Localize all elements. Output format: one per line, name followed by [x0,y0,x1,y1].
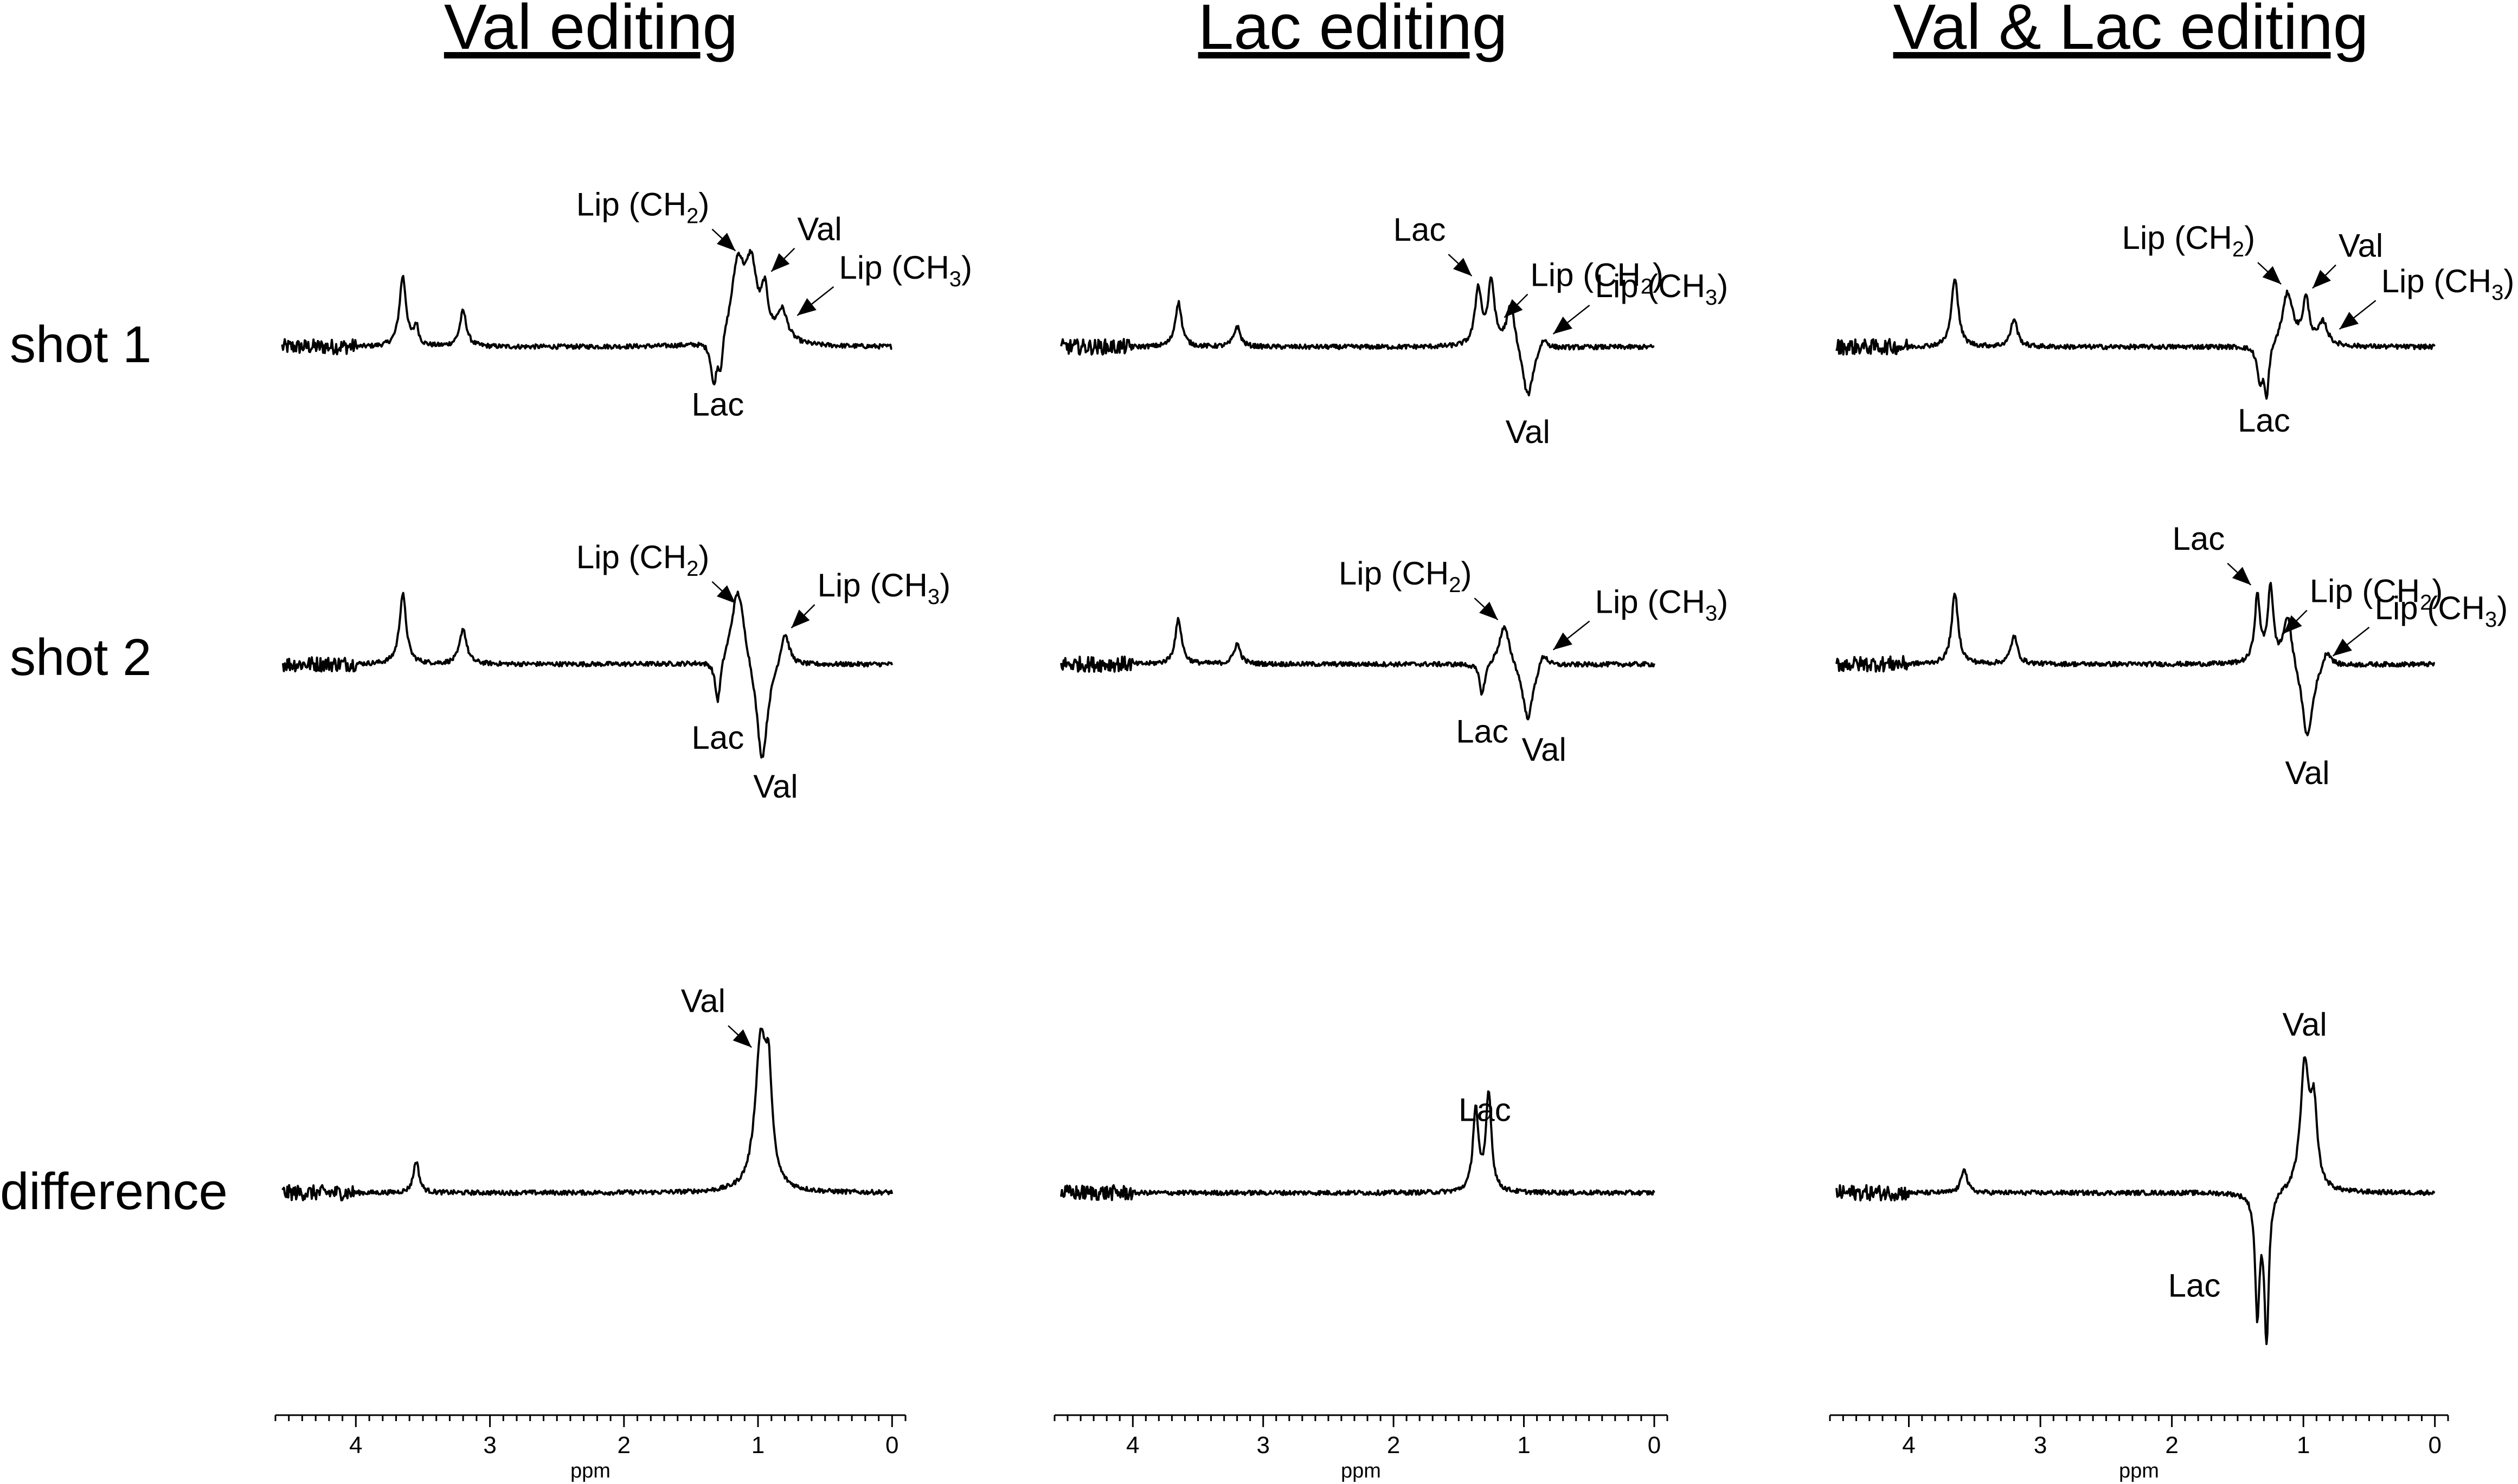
column-title-lac: Lac editing [1198,0,1508,63]
peak-label: Val [797,211,842,247]
spectrum-val-shot-2 [281,590,894,759]
peak-label: Lip (CH3) [2375,590,2508,632]
annotation-arrowhead [791,609,810,628]
annotation-arrowhead [2339,312,2359,330]
tick-label: 1 [751,1432,765,1459]
axis-label: ppm [570,1460,611,1482]
peak-label: Lac [2168,1267,2221,1303]
spectrum-val-difference [281,1027,894,1202]
annotation-arrowhead [1553,632,1572,650]
peak-label: Lac [692,387,744,423]
row-label-shot-2: shot 2 [10,628,152,686]
peak-label: Lac [692,719,744,756]
column-titles: Val editing Lac editing Val & Lac editin… [444,0,2369,63]
spectrum-vallac-shot-1 [1835,278,2436,400]
peak-label: Val [753,768,798,805]
tick-label: 0 [2428,1432,2441,1459]
annotation-arrowhead [2232,567,2251,585]
tick-label: 4 [349,1432,362,1459]
annotation-arrowhead [2313,269,2331,288]
peak-label: Lip (CH2) [576,187,710,228]
tick-label: 3 [1256,1432,1269,1459]
column-title-val-lac: Val & Lac editing [1893,0,2369,63]
peak-label: Lac [2238,402,2290,439]
row-label-difference: difference [0,1162,228,1220]
tick-label: 2 [1387,1432,1400,1459]
peak-label: Val [2282,1006,2327,1043]
peak-label: Lip (CH2) [576,539,710,581]
peak-label: Val [681,983,725,1019]
tick-label: 2 [618,1432,631,1459]
peak-label: Lac [1393,211,1446,248]
peak-label: Lip (CH3) [1595,268,1729,310]
spectra-traces [281,249,2436,1345]
tick-label: 4 [1902,1432,1915,1459]
peak-label: Lip (CH2) [2122,220,2255,261]
peak-label: Val [2285,755,2329,791]
annotation-arrowhead [1453,258,1472,277]
axis-label: ppm [2119,1460,2159,1482]
peak-label: Val [1506,414,1550,450]
annotation-arrowhead [771,253,790,272]
spectrum-vallac-difference [1835,1056,2436,1345]
peak-label: Lip (CH2) [1339,555,1472,597]
peak-label: Val [2339,228,2383,264]
tick-label: 4 [1126,1432,1139,1459]
peak-label: Val [1522,731,1566,768]
axis-label: ppm [1341,1460,1381,1482]
spectrum-val-shot-1 [281,249,892,386]
annotation-arrowhead [2262,266,2282,285]
ppm-axis-val: 4 3 2 1 0 ppm [274,1414,907,1482]
tick-label: 3 [2034,1432,2047,1459]
ppm-axis-vallac: 4 3 2 1 0 ppm [1829,1414,2449,1482]
peak-label: Lac [1459,1092,1511,1128]
annotation-arrowhead [733,1029,752,1048]
tick-label: 3 [483,1432,496,1459]
spectrum-lac-shot-1 [1060,276,1655,397]
tick-label: 2 [2165,1432,2178,1459]
peak-label: Lip (CH2) [2310,573,2443,615]
annotation-arrowhead [716,233,736,251]
annotation-arrowhead [797,298,817,316]
peak-label: Lip (CH3) [1595,584,1729,626]
spectrum-vallac-shot-2 [1835,582,2436,736]
row-label-shot-1: shot 1 [10,316,152,374]
peak-label: Lip (CH2) [1530,257,1663,299]
annotation-arrowhead [1479,601,1498,620]
ppm-axis-lac: 4 3 2 1 0 ppm [1054,1414,1668,1482]
tick-label: 0 [1648,1432,1661,1459]
peak-label: Lip (CH3) [818,567,951,609]
peak-label: Lac [1456,714,1508,750]
ppm-axes: 4 3 2 1 0 ppm 4 3 2 1 0 ppm 4 3 2 1 0 ppm [274,1414,2449,1482]
column-title-val: Val editing [444,0,738,63]
peak-label: Lip (CH3) [839,249,972,291]
peak-label: Lip (CH3) [2381,263,2515,305]
spectrum-lac-shot-2 [1060,616,1655,721]
annotation-arrowhead [1553,316,1572,334]
tick-label: 1 [2297,1432,2310,1459]
spectrum-lac-difference [1060,1090,1655,1202]
row-labels: shot 1 shot 2 difference [0,316,228,1220]
annotation-arrowhead [1504,299,1523,318]
annotation-arrowhead [2283,615,2302,634]
annotation-arrowhead [716,585,736,603]
tick-label: 1 [1517,1432,1530,1459]
peak-label: Lac [2173,521,2225,557]
tick-label: 0 [885,1432,898,1459]
annotation-arrowhead [2333,638,2352,656]
